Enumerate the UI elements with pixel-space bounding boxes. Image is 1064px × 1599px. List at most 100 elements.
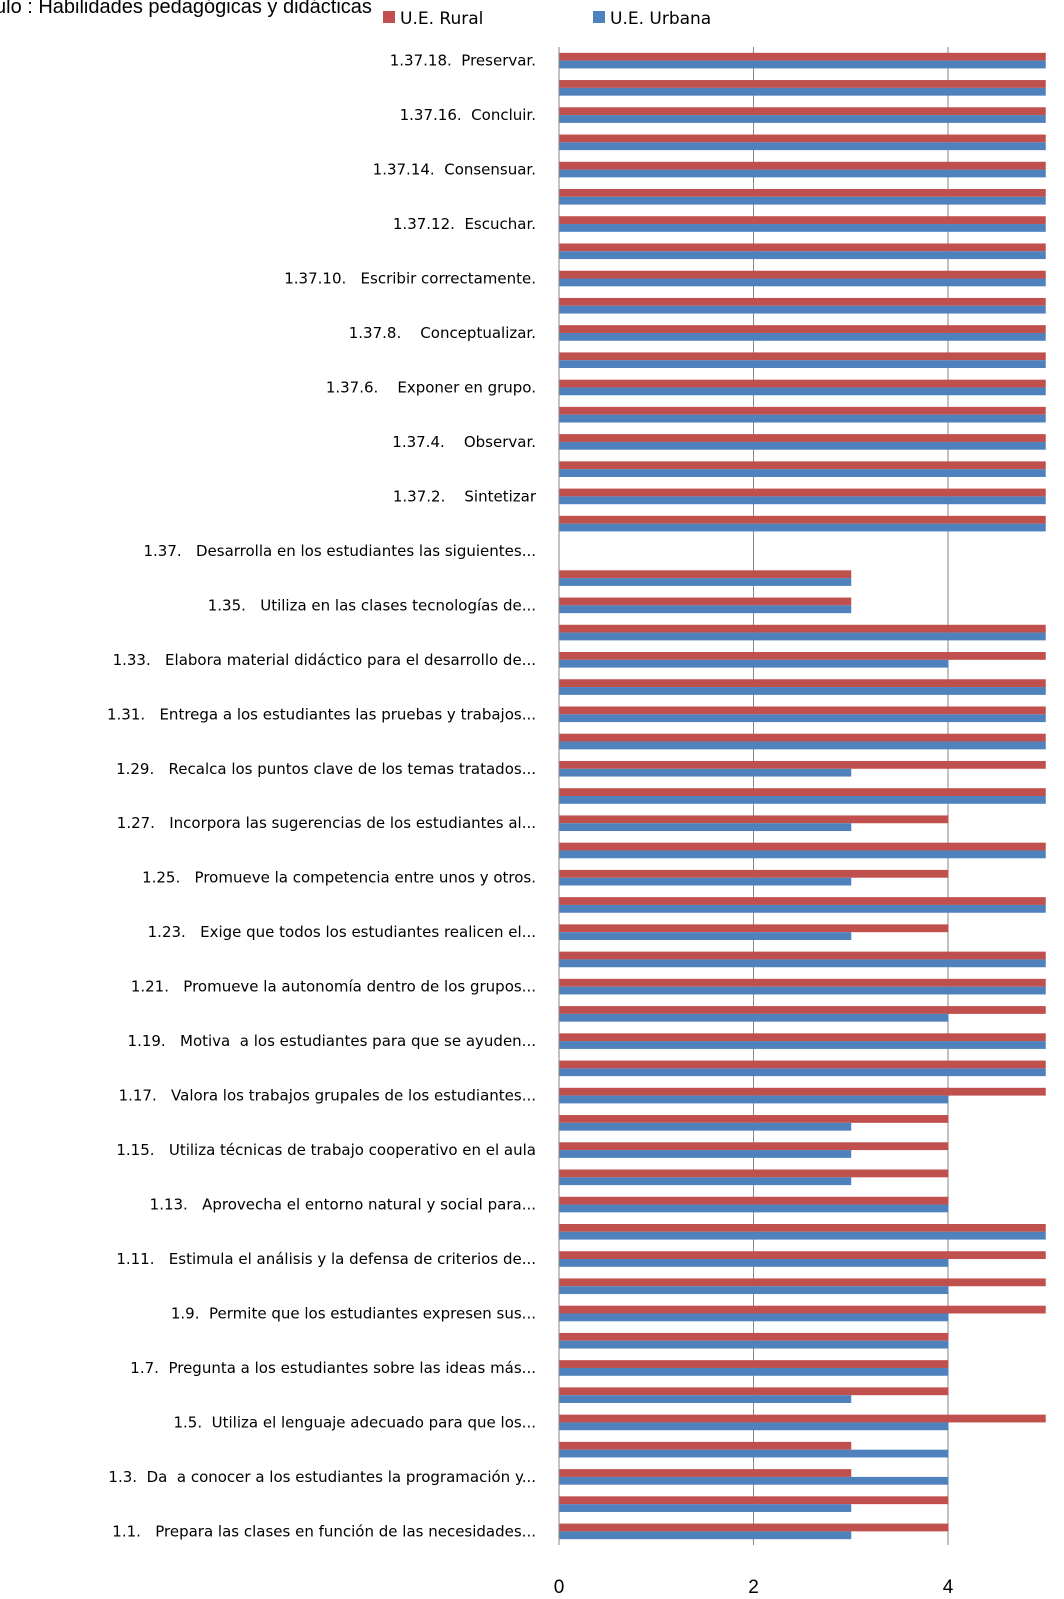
- bar-rural-51: [559, 134, 1046, 143]
- bar-urbana-9: [559, 1286, 949, 1295]
- bar-urbana-0: [559, 1531, 852, 1540]
- bar-urbana-50: [559, 169, 1046, 178]
- bar-rural-2: [559, 1469, 852, 1477]
- bar-rural-14: [559, 1142, 949, 1151]
- bar-rural-5: [559, 1387, 949, 1396]
- bar-urbana-29: [559, 741, 1046, 750]
- category-label: 1.11. Estimula el análisis y la defensa …: [116, 1250, 536, 1268]
- bar-rural-24: [559, 869, 949, 878]
- bar-rural-49: [559, 189, 1046, 197]
- bar-urbana-44: [559, 332, 1046, 341]
- bar-rural-37: [559, 515, 1046, 524]
- category-label: 1.21. Promueve la autonomía dentro de lo…: [131, 978, 536, 996]
- bar-rural-32: [559, 652, 1046, 660]
- bar-rural-52: [559, 107, 1046, 116]
- category-label: 1.37.18. Preservar.: [390, 52, 536, 70]
- bar-urbana-18: [559, 1041, 1046, 1049]
- bar-rural-8: [559, 1305, 1046, 1314]
- bar-urbana-8: [559, 1313, 949, 1322]
- bar-urbana-7: [559, 1340, 949, 1349]
- bar-rural-25: [559, 842, 1046, 851]
- bar-rural-30: [559, 706, 1046, 715]
- bar-rural-33: [559, 624, 1046, 633]
- bar-urbana-51: [559, 142, 1046, 151]
- category-label: 1.37.2. Sintetizar: [393, 487, 537, 505]
- bar-rural-38: [559, 488, 1046, 497]
- bar-urbana-4: [559, 1422, 949, 1431]
- bar-urbana-26: [559, 823, 852, 832]
- bar-urbana-2: [559, 1476, 949, 1485]
- bar-rural-17: [559, 1060, 1046, 1069]
- bar-urbana-28: [559, 768, 852, 777]
- bar-rural-20: [559, 978, 1046, 987]
- bar-rural-16: [559, 1087, 1046, 1096]
- bar-urbana-35: [559, 578, 852, 586]
- bar-urbana-16: [559, 1095, 949, 1104]
- bar-rural-18: [559, 1033, 1046, 1042]
- bar-urbana-10: [559, 1259, 949, 1267]
- bar-urbana-11: [559, 1231, 1046, 1240]
- bar-rural-46: [559, 270, 1046, 279]
- category-label: 1.29. Recalca los puntos clave de los te…: [116, 760, 536, 778]
- bar-rural-12: [559, 1196, 949, 1205]
- bar-rural-22: [559, 924, 949, 933]
- legend: U.E. Rural U.E. Urbana: [383, 9, 711, 29]
- bar-urbana-5: [559, 1395, 852, 1403]
- bar-rural-9: [559, 1278, 1046, 1287]
- category-label: 1.37.4. Observar.: [392, 433, 536, 451]
- bar-urbana-3: [559, 1449, 949, 1458]
- bar-rural-15: [559, 1115, 949, 1123]
- bar-rural-29: [559, 733, 1046, 742]
- bar-urbana-22: [559, 932, 852, 940]
- bar-rural-10: [559, 1251, 1046, 1260]
- legend-swatch-urbana: [593, 11, 605, 23]
- category-label: 1.37. Desarrolla en los estudiantes las …: [144, 542, 537, 560]
- bar-urbana-31: [559, 687, 1046, 695]
- category-label: 1.5. Utiliza el lenguaje adecuado para q…: [174, 1413, 537, 1431]
- bar-rural-0: [559, 1523, 949, 1532]
- legend-label-rural: U.E. Rural: [400, 9, 483, 29]
- bar-urbana-33: [559, 632, 1046, 641]
- category-label: 1.17. Valora los trabajos grupales de lo…: [119, 1087, 536, 1105]
- bar-urbana-15: [559, 1122, 852, 1131]
- category-label: 1.9. Permite que los estudiantes exprese…: [171, 1304, 536, 1322]
- bar-urbana-49: [559, 196, 1046, 205]
- bar-rural-45: [559, 297, 1046, 306]
- bar-urbana-21: [559, 959, 1046, 968]
- bar-urbana-45: [559, 305, 1046, 314]
- legend-swatch-rural: [383, 11, 395, 23]
- bar-urbana-12: [559, 1204, 949, 1213]
- bar-urbana-30: [559, 714, 1046, 723]
- category-label: 1.37.8. Conceptualizar.: [349, 324, 536, 342]
- category-label: 1.33. Elabora material didáctico para el…: [113, 651, 536, 669]
- bar-urbana-32: [559, 659, 949, 668]
- bar-urbana-34: [559, 605, 852, 614]
- bar-rural-40: [559, 434, 1046, 442]
- bar-rural-3: [559, 1441, 852, 1450]
- category-labels: 1.1. Prepara las clases en función de la…: [107, 52, 537, 1541]
- bar-urbana-24: [559, 877, 852, 886]
- bar-rural-54: [559, 52, 1046, 61]
- bar-urbana-37: [559, 523, 1046, 532]
- category-label: 1.35. Utiliza en las clases tecnologías …: [208, 596, 536, 614]
- bar-rural-21: [559, 951, 1046, 960]
- bar-rural-31: [559, 679, 1046, 688]
- bar-urbana-6: [559, 1367, 949, 1376]
- bars: [559, 52, 1046, 1540]
- bar-urbana-25: [559, 850, 1046, 859]
- bar-rural-41: [559, 406, 1046, 415]
- chart-title: ulo : Habilidades pedagógicas y didáctic…: [0, 0, 372, 18]
- legend-label-urbana: U.E. Urbana: [610, 9, 711, 29]
- category-label: 1.7. Pregunta a los estudiantes sobre la…: [130, 1359, 536, 1377]
- category-label: 1.13. Aprovecha el entorno natural y soc…: [150, 1196, 536, 1214]
- bar-urbana-19: [559, 1013, 949, 1022]
- category-label: 1.3. Da a conocer a los estudiantes la p…: [108, 1468, 536, 1486]
- bar-rural-35: [559, 570, 852, 579]
- bar-urbana-54: [559, 60, 1046, 69]
- bar-urbana-17: [559, 1068, 1046, 1077]
- bar-rural-13: [559, 1169, 949, 1178]
- bar-rural-34: [559, 597, 852, 606]
- category-label: 1.37.10. Escribir correctamente.: [284, 270, 536, 288]
- bar-rural-6: [559, 1360, 949, 1368]
- bar-rural-39: [559, 461, 1046, 470]
